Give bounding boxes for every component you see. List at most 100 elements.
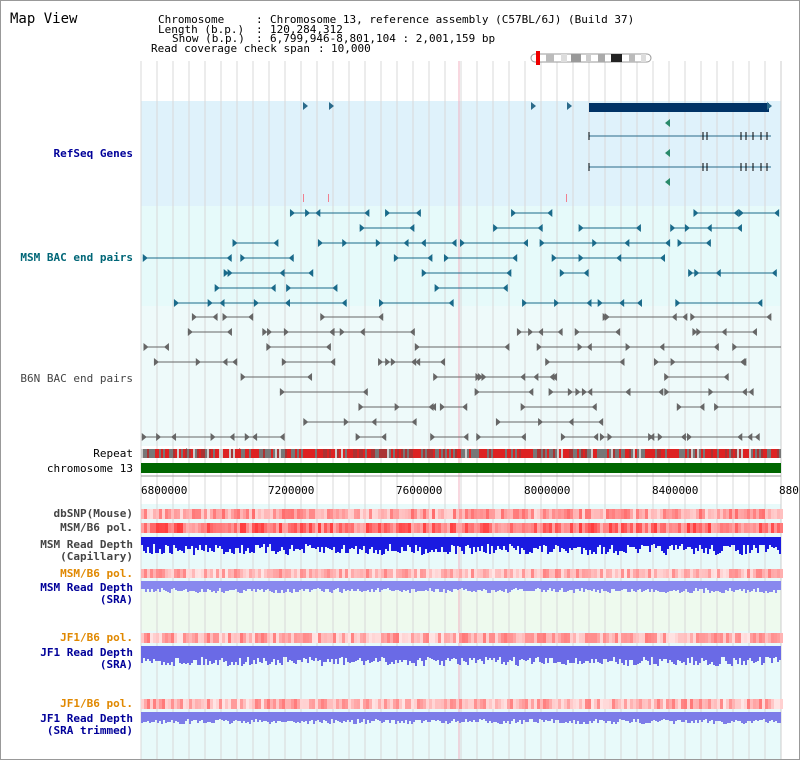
jf1-depth-trim-bar — [377, 712, 379, 720]
msm-depth-sra-bar — [691, 581, 693, 593]
dbsnp-cell — [759, 509, 762, 519]
msm-depth-cap-bar — [257, 537, 259, 545]
jf1-depth-trim-bar — [753, 712, 755, 721]
jf1-depth-bar — [737, 646, 739, 664]
msm-pol-sra-cell — [696, 569, 699, 578]
jf1-depth-bar — [635, 646, 637, 665]
jf1-pol-trim-cell — [750, 699, 753, 709]
repeat-element — [765, 449, 767, 458]
track-label-jf1-pol-trim[interactable]: JF1/B6 pol. — [60, 697, 133, 710]
track-label-msm-bac[interactable]: MSM BAC end pairs — [20, 251, 133, 264]
msm-bac-pair-end — [511, 209, 517, 217]
jf1-depth-trim-bar — [147, 712, 149, 721]
jf1-pol-cell — [321, 633, 324, 643]
msm-depth-cap-bar — [193, 537, 195, 555]
track-label-msm-depth-sra[interactable]: MSM Read Depth — [40, 581, 133, 594]
msm-bac-pair-end — [559, 269, 565, 277]
jf1-depth-bar — [341, 646, 343, 657]
msm-depth-cap-bar — [613, 537, 615, 553]
jf1-pol-cell — [696, 633, 699, 643]
msm-depth-cap-bar — [341, 537, 343, 549]
msm-depth-cap-bar — [675, 537, 677, 545]
msm-depth-sra-bar — [195, 581, 197, 592]
track-label-jf1-pol[interactable]: JF1/B6 pol. — [60, 631, 133, 644]
repeat-element — [333, 449, 335, 458]
msm-depth-cap-bar — [507, 537, 509, 552]
jf1-pol-cell — [642, 633, 645, 643]
jf1-depth-bar — [599, 646, 601, 663]
track-label-jf1-depth[interactable]: JF1 Read Depth — [40, 646, 133, 659]
jf1-pol-trim-cell — [297, 699, 300, 709]
msm-depth-cap-bar — [149, 537, 151, 553]
msm-pol-sra-cell — [603, 569, 606, 578]
jf1-depth-trim-bar — [225, 712, 227, 720]
track-label-jf1-depth-trim[interactable]: JF1 Read Depth — [40, 712, 133, 725]
msm-depth-cap-bar — [597, 537, 599, 547]
jf1-depth-bar — [241, 646, 243, 666]
repeat-element — [459, 449, 461, 458]
repeat-element — [671, 449, 673, 458]
msm-depth-cap-bar — [269, 537, 271, 544]
msm-depth-cap-bar — [737, 537, 739, 550]
msm-depth-cap-bar — [375, 537, 377, 550]
msm-depth-cap-bar — [403, 537, 405, 551]
msm-pol-cell — [426, 523, 429, 533]
repeat-element — [251, 449, 253, 458]
msm-depth-cap-bar — [551, 537, 553, 552]
repeat-element — [733, 449, 735, 458]
dbsnp-cell — [345, 509, 348, 519]
track-label-b6n-bac[interactable]: B6N BAC end pairs — [20, 372, 133, 385]
dbsnp-cell — [366, 509, 369, 519]
jf1-pol-cell — [255, 633, 258, 643]
repeat-element — [573, 449, 575, 458]
repeat-element — [409, 449, 411, 458]
dbsnp-cell — [300, 509, 303, 519]
msm-pol-sra-cell — [159, 569, 162, 578]
msm-depth-sra-bar — [623, 581, 625, 589]
msm-depth-cap-bar — [657, 537, 659, 546]
repeat-element — [425, 449, 427, 458]
repeat-element — [281, 449, 283, 458]
msm-pol-sra-cell — [339, 569, 342, 578]
msm-pol-cell — [375, 523, 378, 533]
dbsnp-cell — [231, 509, 234, 519]
msm-depth-sra-bar — [161, 581, 163, 588]
jf1-pol-trim-cell — [435, 699, 438, 709]
dbsnp-cell — [144, 509, 147, 519]
dbsnp-cell — [567, 509, 570, 519]
jf1-pol-cell — [480, 633, 483, 643]
track-label-msm-pol-sra[interactable]: MSM/B6 pol. — [60, 567, 133, 580]
track-label-refseq[interactable]: RefSeq Genes — [53, 147, 133, 160]
msm-depth-sra-bar — [397, 581, 399, 590]
jf1-pol-cell — [333, 633, 336, 643]
jf1-depth-bar — [335, 646, 337, 659]
jf1-pol-cell — [462, 633, 465, 643]
msm-pol-cell — [345, 523, 348, 533]
msm-pol-cell — [612, 523, 615, 533]
track-label-msm-depth-cap[interactable]: MSM Read Depth — [40, 538, 133, 551]
msm-depth-cap-bar — [421, 537, 423, 555]
jf1-pol-trim-cell — [555, 699, 558, 709]
msm-pol-sra-cell — [450, 569, 453, 578]
msm-depth-cap-bar — [209, 537, 211, 548]
msm-pol-sra-cell — [258, 569, 261, 578]
msm-pol-sra-cell — [357, 569, 360, 578]
repeat-element — [379, 449, 381, 458]
msm-pol-cell — [159, 523, 162, 533]
jf1-pol-trim-cell — [705, 699, 708, 709]
jf1-pol-cell — [174, 633, 177, 643]
jf1-pol-cell — [249, 633, 252, 643]
show-value: 6,799,946-8,801,104 : 2,001,159 bp — [270, 32, 496, 45]
repeat-element — [365, 449, 367, 458]
msm-depth-cap-bar — [727, 537, 729, 546]
track-label-msm-pol[interactable]: MSM/B6 pol. — [60, 521, 133, 534]
track-label-dbsnp[interactable]: dbSNP(Mouse) — [53, 507, 133, 520]
jf1-pol-cell — [177, 633, 180, 643]
repeat-element — [497, 449, 499, 458]
repeat-element — [615, 449, 617, 458]
msm-depth-sra-bar — [321, 581, 323, 591]
jf1-depth-bar — [345, 646, 347, 658]
msm-pol-sra-cell — [768, 569, 771, 578]
b6n-bac-pair-end — [267, 328, 273, 336]
